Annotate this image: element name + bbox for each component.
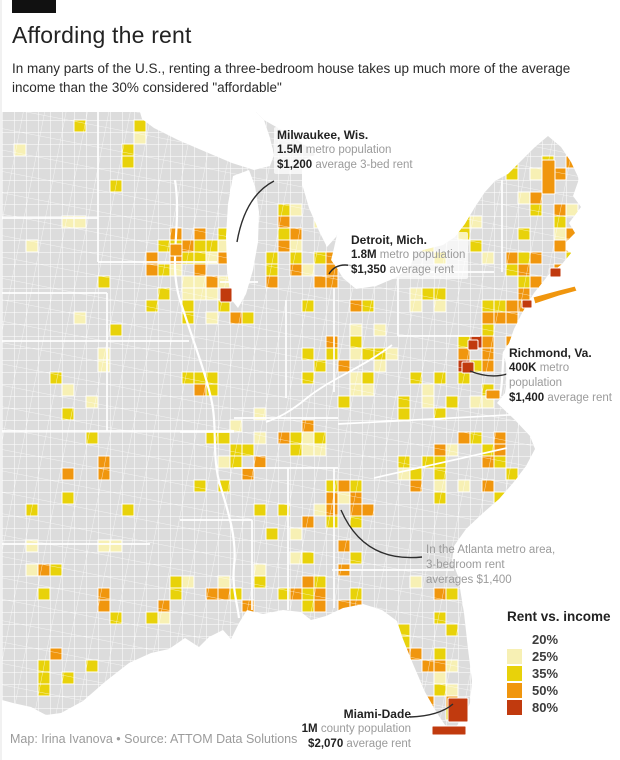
leader-miami xyxy=(409,703,454,718)
county-florida-keys xyxy=(431,725,467,736)
county-florida xyxy=(385,647,399,661)
lake-huron xyxy=(302,153,350,247)
annotation-line: 3-bedroom rent xyxy=(426,559,505,571)
legend-label: 20% xyxy=(532,632,559,647)
county-richmond-city xyxy=(461,361,475,374)
county-nyc-metro xyxy=(541,299,555,313)
annotation-line: In the Atlanta metro area, xyxy=(426,544,556,556)
legend-item: 50% xyxy=(507,682,611,699)
leader-atlanta xyxy=(340,509,423,559)
legend: Rent vs. income 20% 25% 35% 50% 80% xyxy=(507,609,611,716)
annotation-line: $2,070 average rent xyxy=(308,738,411,750)
annotation-atlanta: In the Atlanta metro area, 3-bedroom rent… xyxy=(423,542,558,589)
county-florida xyxy=(397,683,411,697)
county-upstate-ny xyxy=(457,191,471,205)
long-island xyxy=(532,285,578,305)
county-maine-coast xyxy=(541,159,556,195)
county-chicago-cook xyxy=(219,287,233,303)
annotation-line: 1.8M metro population xyxy=(351,249,466,261)
county-boston-metro xyxy=(553,239,567,253)
annotation-title: Richmond, Va. xyxy=(509,346,592,360)
legend-swatch xyxy=(507,649,522,664)
county-florida xyxy=(385,623,399,637)
annotation-miami: Miami-Dade 1M county population $2,070 ave… xyxy=(284,706,414,753)
legend-label: 25% xyxy=(532,649,559,664)
legend-swatch xyxy=(507,683,522,698)
county-connecticut-coast xyxy=(549,267,562,278)
annotation-line: 1.5M metro population xyxy=(277,144,392,156)
legend-item: 20% xyxy=(507,631,611,648)
legend-label: 50% xyxy=(532,683,559,698)
legend-label: 35% xyxy=(532,666,559,681)
annotation-detroit: Detroit, Mich. 1.8M metro population $1,35… xyxy=(348,232,469,279)
annotation-line: $1,200 average 3-bed rent xyxy=(277,159,413,171)
annotation-milwaukee: Milwaukee, Wis. 1.5M metro population $1,2… xyxy=(274,127,416,174)
legend-swatch xyxy=(507,632,522,647)
county-new-england xyxy=(577,239,581,253)
county-florida xyxy=(397,671,411,685)
legend-title: Rent vs. income xyxy=(507,609,611,624)
county-florida xyxy=(409,683,423,697)
county-miami-dade xyxy=(447,697,469,723)
county-new-england xyxy=(565,239,579,253)
annotation-line: $1,400 average rent xyxy=(509,392,612,404)
legend-item: 35% xyxy=(507,665,611,682)
annotation-line: 400K metro population xyxy=(509,362,570,389)
page-subtitle: In many parts of the U.S., renting a thr… xyxy=(12,61,571,95)
annotation-title: Detroit, Mich. xyxy=(351,233,428,247)
logo-bar xyxy=(12,0,56,13)
annotation-title: Miami-Dade xyxy=(343,707,411,721)
county-nyc-core xyxy=(521,299,533,309)
lake-superior xyxy=(140,112,274,170)
legend-label: 80% xyxy=(532,700,559,715)
legend-item: 25% xyxy=(507,648,611,665)
legend-swatch xyxy=(507,700,522,715)
annotation-line: averages $1,400 xyxy=(426,574,512,586)
source-credit: Map: Irina Ivanova • Source: ATTOM Data … xyxy=(10,732,298,746)
county-carolina-coast xyxy=(517,491,531,505)
leader-milwaukee xyxy=(236,180,275,243)
leader-richmond xyxy=(469,370,508,377)
county-baltimore-core xyxy=(467,339,479,351)
lake-michigan xyxy=(226,170,259,308)
county-minneapolis-core xyxy=(169,243,183,257)
great-lakes xyxy=(140,112,350,308)
annotation-leader-lines xyxy=(236,180,508,718)
legend-swatch xyxy=(507,666,522,681)
legend-item: 80% xyxy=(507,699,611,716)
annotation-title: Milwaukee, Wis. xyxy=(277,128,369,142)
county-hampton-roads xyxy=(485,389,501,400)
annotation-line: $1,350 average rent xyxy=(351,264,454,276)
annotation-richmond: Richmond, Va. 400K metro population $1,400… xyxy=(506,345,620,407)
annotation-line: 1M county population xyxy=(301,723,411,735)
page-title: Affording the rent xyxy=(12,22,192,48)
